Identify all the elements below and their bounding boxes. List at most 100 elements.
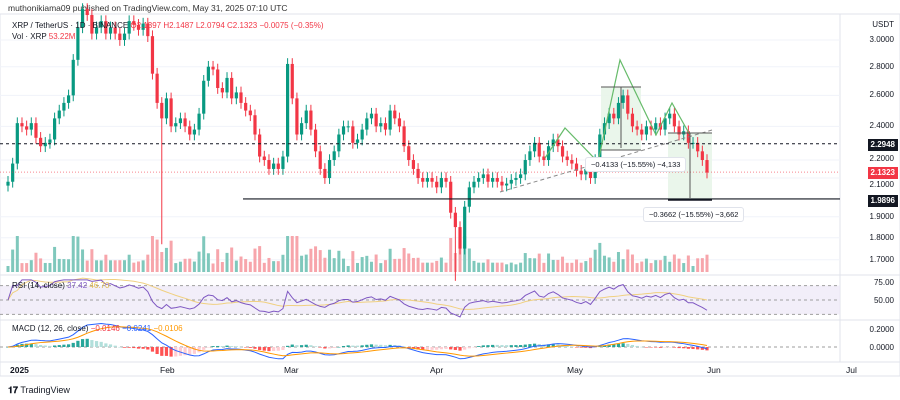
macd-histogram-bar xyxy=(607,344,611,347)
macd-value: −0.0241 xyxy=(122,324,152,333)
rsi-legend: RSI (14, close) 37.42 46.70 xyxy=(12,281,109,290)
candle-body xyxy=(211,66,215,70)
macd-histogram-bar xyxy=(602,345,607,347)
macd-label[interactable]: MACD (12, 26, close) xyxy=(12,324,89,333)
candle-body xyxy=(25,126,29,130)
volume-bar xyxy=(565,262,569,272)
volume-bar xyxy=(584,261,588,272)
volume-bar xyxy=(705,254,709,272)
macd-histogram-bar xyxy=(486,345,490,347)
macd-histogram-bar xyxy=(565,345,569,347)
macd-histogram-bar xyxy=(76,340,80,347)
volume-bar xyxy=(505,264,509,272)
candle-body xyxy=(565,156,569,161)
volume-bar xyxy=(356,262,359,272)
price-axis-label: 2.6000 xyxy=(869,90,894,100)
macd-histogram-bar xyxy=(71,342,75,347)
candle-body xyxy=(267,160,271,169)
macd-histogram-bar xyxy=(108,344,113,347)
macd-histogram-bar xyxy=(122,347,127,348)
volume-bar xyxy=(15,236,19,272)
candle-body xyxy=(532,142,537,152)
volume-bar xyxy=(71,236,75,272)
candle-body xyxy=(113,27,117,34)
macd-histogram-bar xyxy=(309,345,313,347)
volume-bar xyxy=(537,253,541,272)
macd-histogram-bar xyxy=(630,344,635,347)
candle-body xyxy=(579,170,583,175)
price-axis-label: 1.8000 xyxy=(869,232,894,242)
macd-histogram-bar xyxy=(192,347,196,354)
macd-histogram-bar xyxy=(253,347,257,349)
macd-histogram-bar xyxy=(668,347,672,348)
date-label-mar: Mar xyxy=(284,365,299,375)
candle-body xyxy=(691,142,695,144)
rsi-label[interactable]: RSI (14, close) xyxy=(12,281,65,290)
candle-body xyxy=(11,163,15,182)
candle-body xyxy=(136,24,141,30)
candle-body xyxy=(299,123,304,135)
macd-histogram-bar xyxy=(346,345,350,347)
open-value: O2.1397 xyxy=(130,21,162,30)
macd-histogram-bar xyxy=(290,344,294,347)
volume-bar xyxy=(76,236,80,272)
macd-histogram-bar xyxy=(118,346,122,348)
candle-body xyxy=(379,123,383,127)
macd-histogram-bar xyxy=(491,344,495,347)
candle-body xyxy=(192,129,196,135)
macd-histogram-bar xyxy=(239,346,243,348)
volume-bar xyxy=(421,262,425,272)
macd-histogram-bar xyxy=(593,347,597,348)
volume-bar xyxy=(113,260,117,272)
volume-bar xyxy=(304,254,308,272)
volume-bar xyxy=(95,260,99,272)
macd-histogram-bar xyxy=(141,347,145,349)
candle-body xyxy=(169,98,173,127)
macd-histogram-bar xyxy=(514,345,518,347)
volume-bar xyxy=(225,252,229,272)
head-shoulders-pattern xyxy=(544,58,691,164)
date-label-2025: 2025 xyxy=(10,365,29,375)
macd-histogram-bar xyxy=(85,338,89,347)
candle-body xyxy=(481,174,485,179)
macd-histogram-bar xyxy=(360,345,364,347)
macd-histogram-bar xyxy=(416,347,420,350)
macd-histogram-bar xyxy=(327,347,332,349)
volume-bar xyxy=(202,236,206,272)
candle-body xyxy=(626,95,630,114)
macd-histogram-bar xyxy=(439,347,443,350)
volume-bar xyxy=(136,261,140,272)
volume-bar xyxy=(220,262,224,272)
macd-histogram-bar xyxy=(546,344,551,347)
volume-bar xyxy=(230,247,234,272)
rsi-axis-50: 50.00 xyxy=(873,296,894,305)
macd-histogram-bar xyxy=(355,345,360,347)
macd-histogram-bar xyxy=(332,347,336,348)
symbol-label[interactable]: XRP / TetherUS · 1D · BINANCE xyxy=(12,21,129,30)
candle-body xyxy=(6,181,10,186)
candle-body xyxy=(644,126,649,135)
tradingview-logo[interactable]: 𝟏𝟕 TradingView xyxy=(8,385,70,396)
macd-histogram-bar xyxy=(262,347,266,351)
volume-bar xyxy=(658,260,662,272)
candle-body xyxy=(505,183,509,186)
candle-body xyxy=(351,126,355,143)
price-axis-label: 3.0000 xyxy=(869,35,894,44)
candle-body xyxy=(327,160,332,179)
candle-body xyxy=(640,129,644,135)
candle-body xyxy=(183,118,187,127)
volume-bar xyxy=(523,253,527,272)
volume-bar xyxy=(164,247,168,272)
level-badge-lower: 1.9896 xyxy=(867,195,898,207)
volume-bar xyxy=(188,258,192,272)
candle-body xyxy=(71,59,75,96)
candle-body xyxy=(551,139,555,147)
macd-histogram-bar xyxy=(225,345,229,347)
macd-histogram-bar xyxy=(644,347,649,348)
candle-body xyxy=(407,146,411,161)
macd-histogram-bar xyxy=(682,347,686,349)
macd-histogram-bar xyxy=(136,347,141,349)
volume-bar xyxy=(551,259,555,272)
